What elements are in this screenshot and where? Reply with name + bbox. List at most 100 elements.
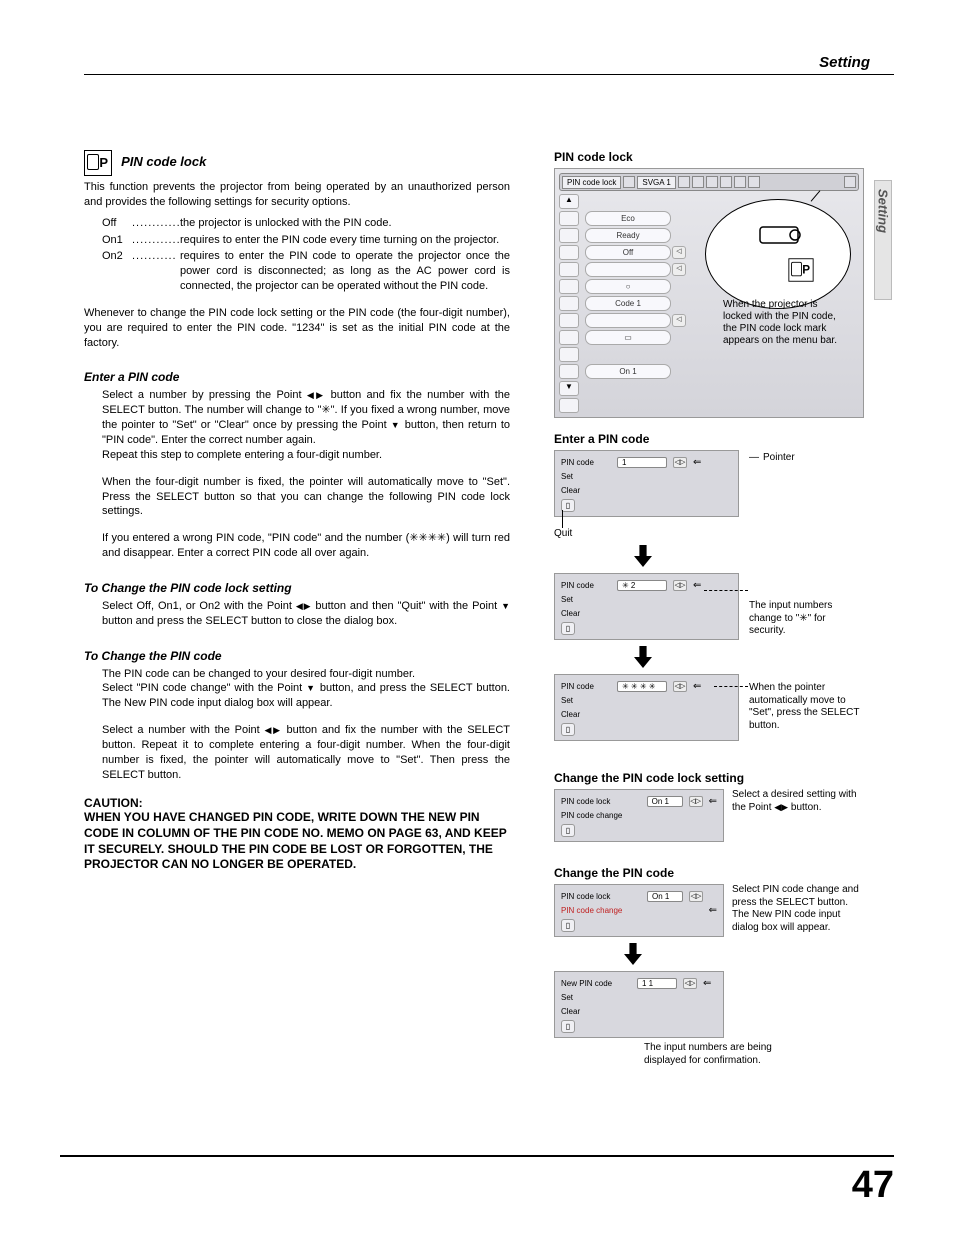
dots: ............. — [132, 233, 180, 248]
adj-icon: ◁ — [672, 314, 686, 327]
pointer-label: —Pointer — [749, 452, 795, 463]
option-on2: On2........... requires to enter the PIN… — [102, 249, 510, 294]
adj-icon: ◁ — [672, 263, 686, 276]
sp-field: 1 — [617, 457, 667, 468]
arrow-down-icon — [501, 600, 510, 612]
change-pin-p3: Select a number with the Point button an… — [102, 723, 510, 782]
menu-icon — [559, 211, 579, 226]
menu-panel: PIN code lock SVGA 1 ▲ — [554, 168, 864, 418]
enter-p1: Select a number by pressing the Point bu… — [102, 388, 510, 447]
menu-val: Off◁ — [585, 245, 671, 260]
menu-bar-icon — [720, 176, 732, 188]
change-pin-p2: Select "PIN code change" with the Point … — [102, 681, 510, 711]
pointer-icon: ⇐ — [693, 457, 701, 468]
enter-panel-2: PIN code✳ 2◁▷⇐ Set Clear ▯ — [554, 573, 739, 640]
arrow-down-icon — [391, 419, 401, 431]
cp-row2: PIN code change — [561, 906, 622, 915]
right-column: PIN code lock PIN code lock SVGA 1 ▲ — [554, 150, 864, 1067]
t: button and then "Quit" with the Point — [311, 600, 501, 612]
menu-values: Eco Ready Off◁ ◁ ○ Code 1 ◁ ▭ On 1 — [581, 194, 671, 413]
sp-label: PIN code — [561, 581, 611, 590]
dots: .............. — [132, 216, 180, 231]
exit-icon: ▯ — [561, 919, 575, 932]
footer-rule — [60, 1155, 894, 1157]
exit-icon: ▯ — [561, 723, 575, 736]
cs-note: Select a desired setting with the Point … — [732, 789, 864, 842]
change-pin-title: To Change the PIN code — [84, 649, 510, 663]
dots: ........... — [132, 249, 180, 264]
menu-bar-label: PIN code lock — [562, 176, 621, 189]
pin-lock-heading: PIN code lock — [554, 150, 864, 164]
menu-bar: PIN code lock SVGA 1 — [559, 173, 859, 191]
caution-body: WHEN YOU HAVE CHANGED PIN CODE, WRITE DO… — [84, 810, 510, 872]
projector-icon — [755, 219, 805, 249]
opt-off-text: the projector is unlocked with the PIN c… — [180, 216, 510, 231]
side-tab: Setting — [874, 180, 892, 300]
menu-bar-icon — [692, 176, 704, 188]
dash-line — [704, 590, 748, 591]
left-column: PIN code lock This function prevents the… — [84, 150, 510, 873]
t: Select "PIN code change" with the Point — [102, 682, 306, 694]
cs-row1: PIN code lock — [561, 797, 641, 806]
menu-val: Eco — [585, 211, 671, 226]
pointer-icon: ⇐ — [693, 681, 701, 692]
pointer-icon: ⇐ — [693, 580, 701, 591]
t: Pointer — [763, 452, 795, 463]
menu-val: On 1 — [585, 364, 671, 379]
menu-icon — [559, 364, 579, 379]
exit-icon: ▯ — [561, 622, 575, 635]
opt-off-label: Off — [102, 217, 116, 229]
adj-icon: ◁▷ — [683, 978, 697, 989]
menu-icon — [559, 262, 579, 277]
caution-title: CAUTION: — [84, 796, 510, 810]
header-rule — [84, 74, 894, 75]
up-arrow-icon: ▲ — [559, 194, 579, 209]
change-setting-heading: Change the PIN code lock setting — [554, 771, 864, 785]
t: Select Off, On1, or On2 with the Point — [102, 600, 296, 612]
pin-lock-mark-icon — [788, 258, 813, 281]
adj-icon: ◁ — [672, 246, 686, 259]
down-arrow-icon — [634, 545, 652, 567]
menu-icon — [559, 228, 579, 243]
change-setting-body: Select Off, On1, or On2 with the Point b… — [102, 599, 510, 629]
change-setting-title: To Change the PIN code lock setting — [84, 581, 510, 595]
menu-icon — [559, 313, 579, 328]
menu-icon — [559, 279, 579, 294]
change-pin-heading: Change the PIN code — [554, 866, 864, 880]
sp-set: Set — [561, 696, 573, 705]
pointer-icon: ⇐ — [703, 978, 711, 989]
pointer-icon: ⇐ — [709, 796, 717, 807]
arrow-lr-icon — [307, 389, 325, 401]
opt-on2-text: requires to enter the PIN code to operat… — [180, 249, 510, 294]
down-arrow-icon — [624, 943, 642, 965]
menu-val: ◁ — [585, 313, 671, 328]
menu-icon — [559, 245, 579, 260]
t: Select a number by pressing the Point — [102, 389, 307, 401]
t: Off — [623, 248, 634, 257]
enter-p3: When the four-digit number is fixed, the… — [102, 475, 510, 520]
t: Select a number with the Point — [102, 724, 264, 736]
note-security: The input numbers change to "✳" for secu… — [749, 600, 859, 638]
menu-icon — [559, 296, 579, 311]
menu-sidebar-icons: ▲ ▼ — [559, 194, 581, 413]
sp-clear: Clear — [561, 609, 580, 618]
enter-pin-heading: Enter a PIN code — [554, 432, 864, 446]
quit-label: Quit — [554, 528, 572, 539]
arrow-lr-icon — [774, 802, 788, 813]
sp-set: Set — [561, 595, 573, 604]
np-val: 1 1 — [637, 978, 677, 989]
new-pin-panel: New PIN code1 1◁▷⇐ Set Clear ▯ — [554, 971, 724, 1038]
whenever-text: Whenever to change the PIN code lock set… — [84, 306, 510, 351]
option-on1: On1............. requires to enter the P… — [102, 233, 510, 248]
pointer-icon: ⇐ — [709, 905, 717, 916]
side-tab-label: Setting — [876, 181, 891, 233]
adj-icon: ◁▷ — [673, 457, 687, 468]
arrow-lr-icon — [296, 600, 312, 612]
arrow-down-icon — [306, 682, 316, 694]
down-arrow-icon — [634, 646, 652, 668]
np-clear: Clear — [561, 1007, 580, 1016]
enter-p2: Repeat this step to complete entering a … — [102, 448, 510, 463]
cp-val: On 1 — [647, 891, 683, 902]
intro-text: This function prevents the projector fro… — [84, 180, 510, 210]
pin-lock-heading-row: PIN code lock — [84, 150, 510, 176]
